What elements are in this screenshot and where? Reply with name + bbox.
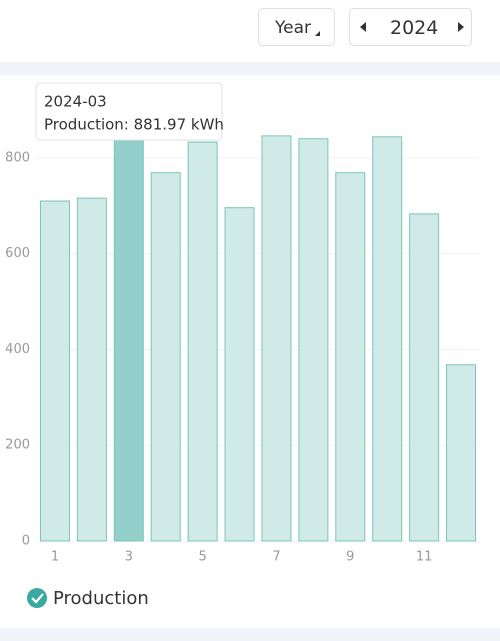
bar <box>409 213 440 542</box>
bar <box>446 364 477 542</box>
x-tick-label: 9 <box>346 550 354 565</box>
legend-marker <box>27 588 47 608</box>
next-year[interactable] <box>458 22 464 32</box>
chart: 0 200 400 600 800 1 3 5 7 9 11 2024-03 Production: 8… <box>0 75 500 628</box>
bar <box>298 138 329 542</box>
period-select[interactable]: Year <box>258 8 335 46</box>
x-tick-label: 5 <box>198 550 206 565</box>
x-tick-label: 3 <box>125 550 133 565</box>
dropdown-icon <box>315 31 320 36</box>
prev-year[interactable] <box>360 22 366 32</box>
legend-check <box>31 593 44 604</box>
legend-label: Production <box>53 588 149 609</box>
period-label: Year <box>275 18 311 38</box>
y-tick-label: 600 <box>5 246 30 261</box>
x-tick-label: 11 <box>416 550 433 565</box>
bar <box>261 135 292 542</box>
bar <box>372 136 403 542</box>
tooltip-title: 2024-03 <box>44 93 107 111</box>
bar <box>76 197 107 542</box>
year-label: 2024 <box>390 17 439 39</box>
y-tick-label: 800 <box>5 150 30 165</box>
year-picker: 2024 <box>349 8 472 46</box>
bar <box>150 172 181 542</box>
bar <box>187 141 218 542</box>
bar <box>224 207 255 542</box>
x-tick-label: 7 <box>272 550 280 565</box>
y-tick-label: 200 <box>5 438 30 453</box>
y-tick-label: 0 <box>22 534 30 549</box>
bar <box>39 200 70 542</box>
tooltip-text: Production: 881.97 kWh <box>44 116 224 134</box>
tooltip-box <box>35 82 223 141</box>
x-tick-label: 1 <box>51 550 59 565</box>
toolbar: Year 2024 <box>0 0 500 62</box>
bar <box>113 118 144 542</box>
bar <box>335 172 366 542</box>
y-tick-label: 400 <box>5 342 30 357</box>
